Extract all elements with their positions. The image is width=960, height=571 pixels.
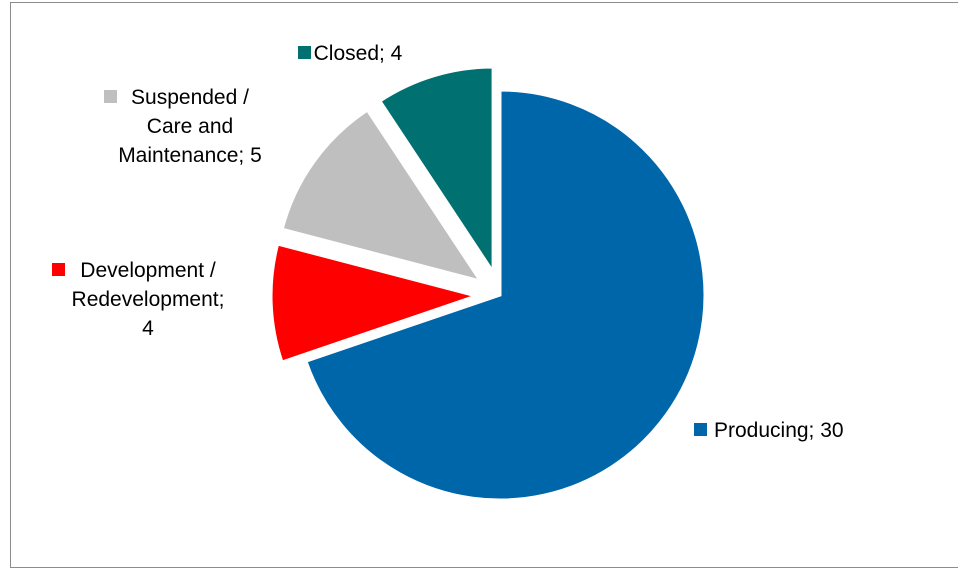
pie-slice-suspended-care-and-maintenance [280,107,484,284]
data-label-line: Suspended / [131,86,249,109]
data-label-suspended-care-and-maintenance: Suspended / Care and Maintenance; 5 [104,86,262,167]
pie-slice-closed [377,65,495,278]
data-label-line: Closed; 4 [314,42,403,65]
data-label-line: 4 [142,317,154,340]
legend-key-0 [694,423,707,436]
pie-slice-development-redevelopment [269,242,482,364]
data-label-line: Producing; 30 [714,419,844,442]
data-label-development-redevelopment: Development / Redevelopment; 4 [52,259,224,340]
data-label-line: Care and [147,115,233,138]
data-labels: Producing; 30 Development / Redevelopment;… [52,42,844,442]
legend-key-1 [52,263,65,276]
data-label-line: Development / [80,259,216,282]
legend-key-3 [298,46,311,59]
pie-slice-producing [304,88,707,502]
pie-slices [269,65,707,502]
legend-key-2 [104,90,117,103]
data-label-producing: Producing; 30 [694,419,844,442]
data-label-line: Redevelopment; [72,288,225,311]
data-label-line: Maintenance; 5 [118,144,262,167]
data-label-closed: Closed; 4 [298,42,403,65]
